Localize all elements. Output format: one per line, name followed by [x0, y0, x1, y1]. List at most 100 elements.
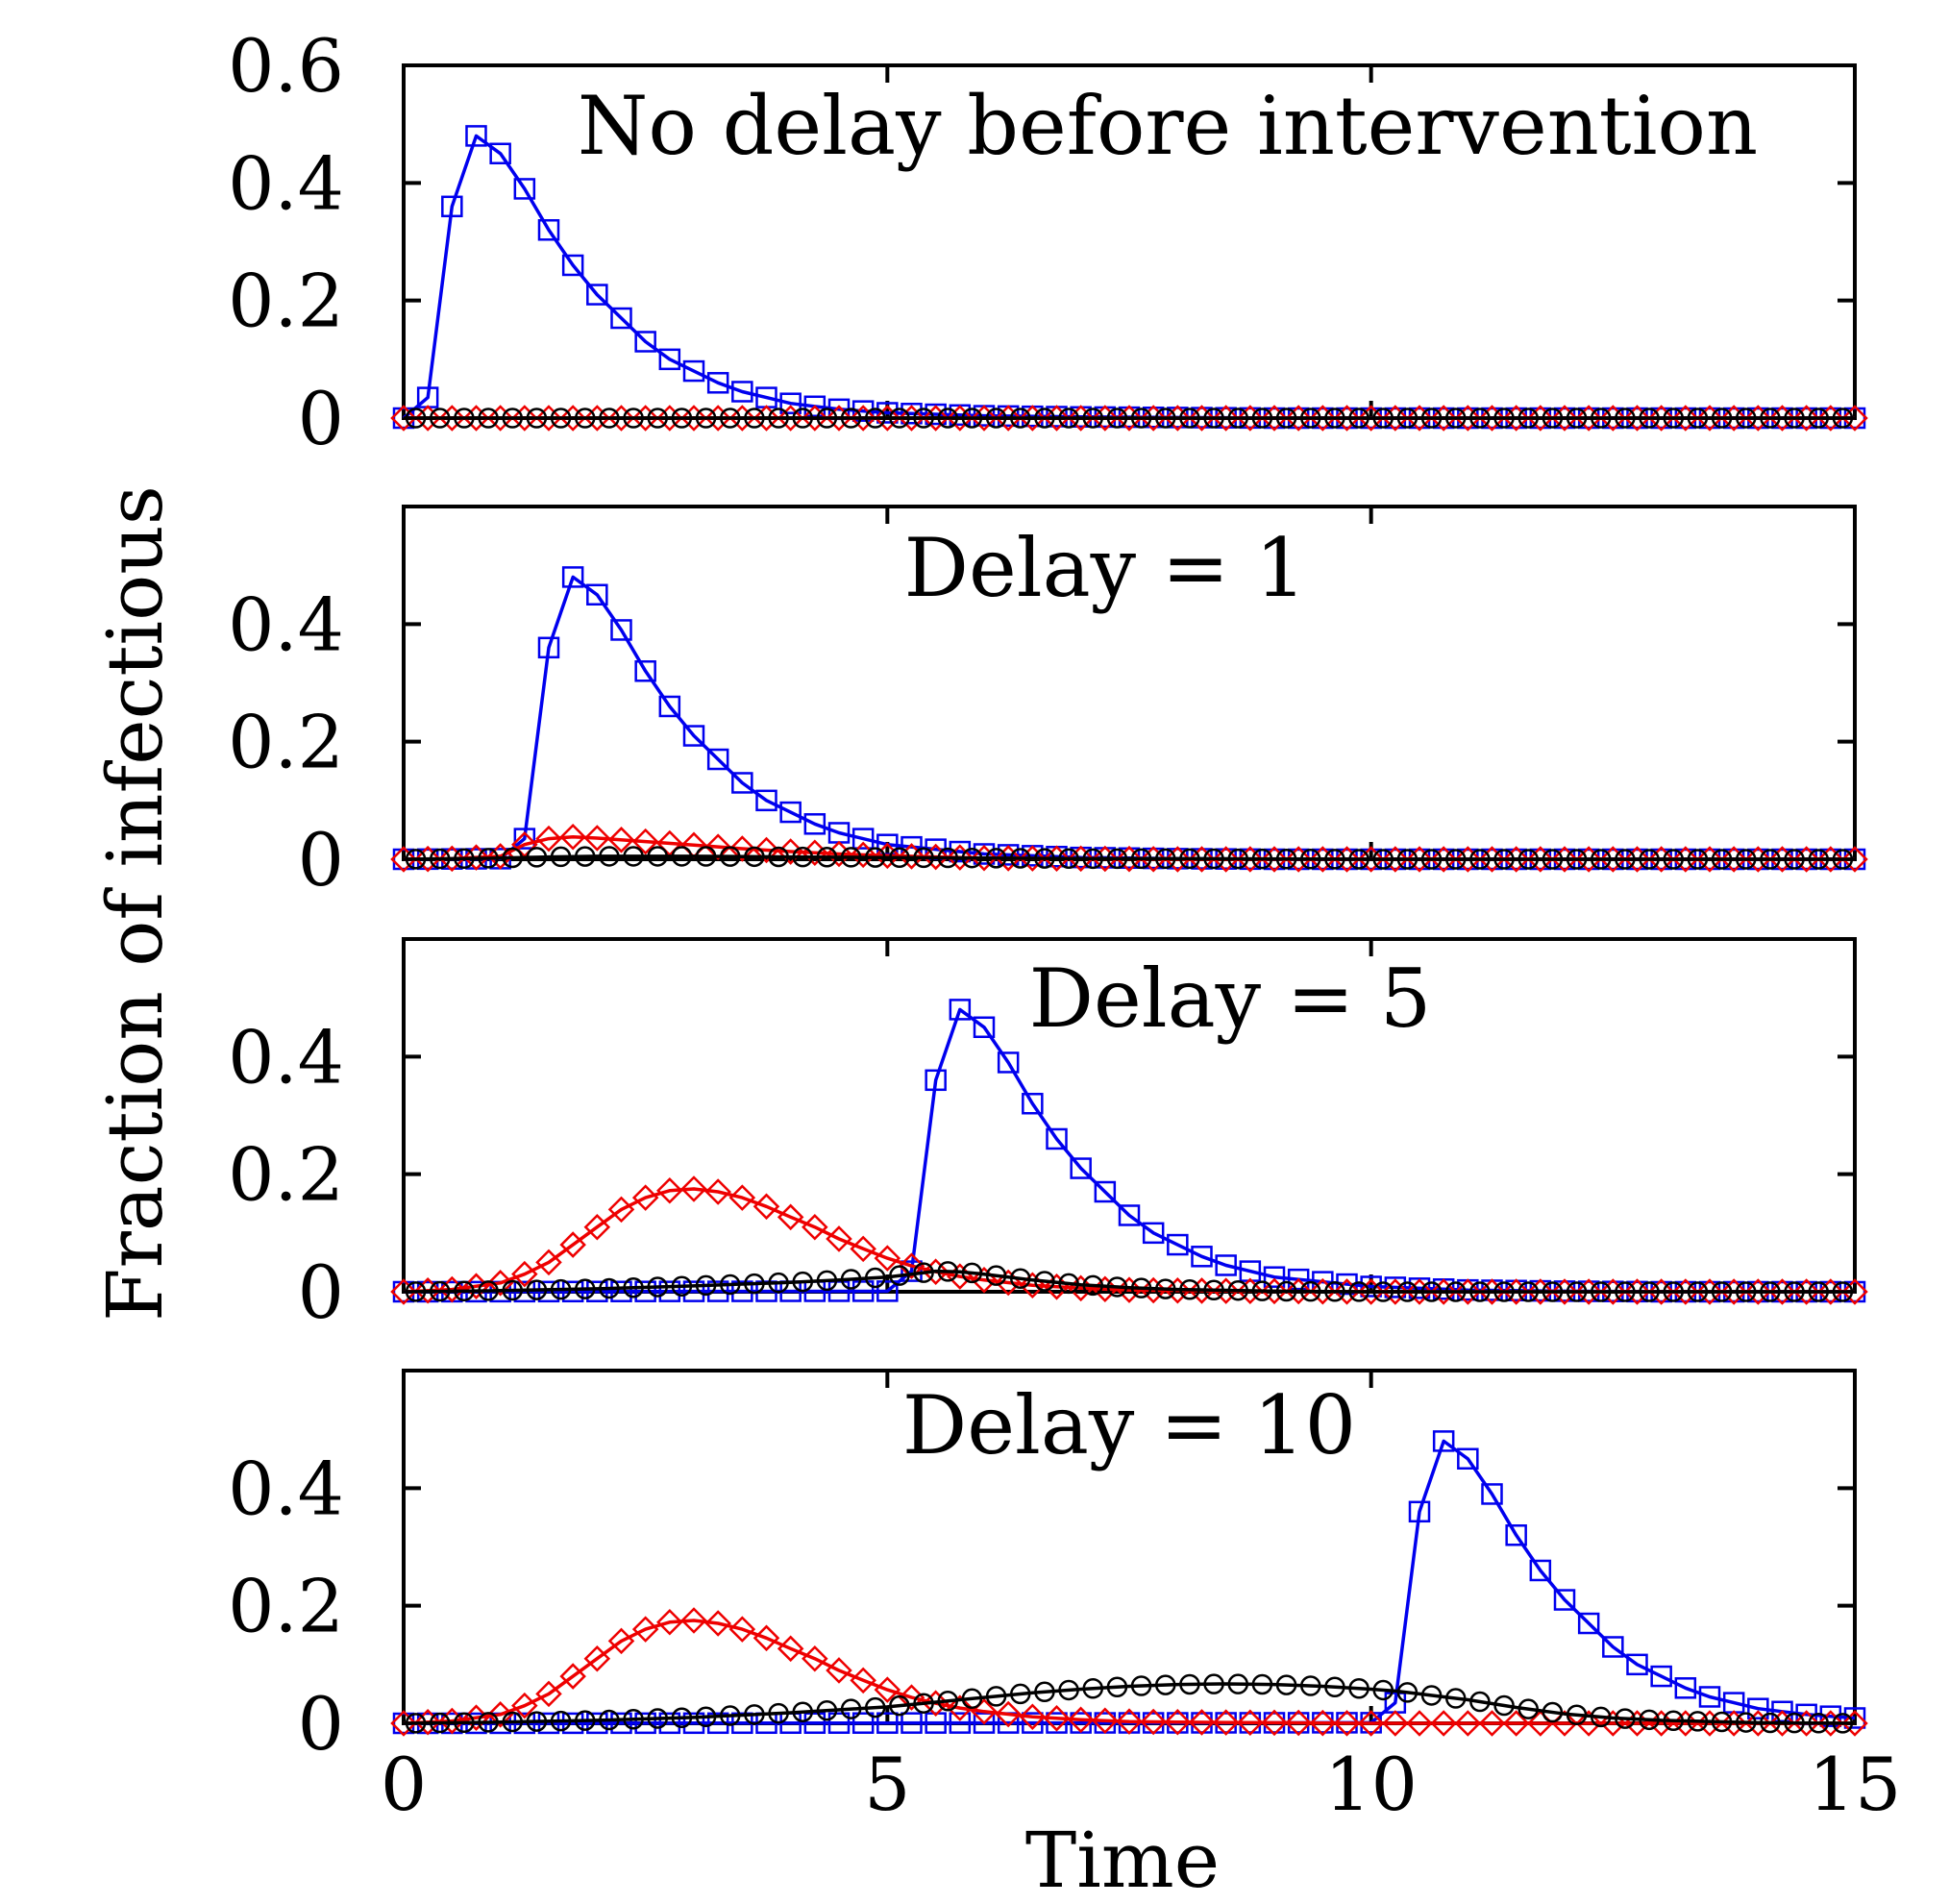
diamond-marker [535, 1680, 562, 1708]
circle-marker [1469, 1691, 1491, 1713]
circle-marker [1445, 408, 1467, 429]
circle-marker [1711, 408, 1733, 429]
square-marker [658, 348, 681, 371]
square-marker [1046, 1712, 1068, 1734]
diamond-marker [511, 1692, 538, 1719]
diamond-marker [607, 1627, 635, 1655]
circle-marker [889, 1694, 910, 1717]
circle-marker [1227, 1673, 1248, 1694]
y-tick-label: 0.2 [228, 1564, 344, 1649]
square-marker [997, 1051, 1020, 1074]
diamond-series-line [403, 1619, 1855, 1725]
circle-marker [695, 408, 717, 429]
diamond-marker [1792, 1710, 1820, 1737]
circle-marker [913, 1693, 934, 1714]
circle-marker [1663, 849, 1684, 870]
circle-marker [1324, 1676, 1345, 1697]
circle-marker [961, 847, 983, 869]
circle-marker [1832, 1713, 1854, 1734]
circle-marker [1348, 408, 1369, 429]
diamond-marker [1696, 405, 1723, 432]
square-marker [706, 372, 729, 394]
diamond-marker [971, 405, 998, 432]
diamond-marker [752, 1624, 780, 1652]
circle-marker [1420, 1685, 1443, 1706]
diamond-marker [1188, 1277, 1216, 1304]
circle-marker [405, 1713, 427, 1734]
panel-3: 0 0.2 0.4 Delay = 5 [228, 937, 1868, 1335]
square-marker [900, 1712, 923, 1734]
circle-marker [1106, 1276, 1128, 1298]
diamond-marker [511, 1260, 538, 1288]
square-marker [1602, 1636, 1624, 1658]
circle-marker [1300, 849, 1321, 870]
circle-marker [1832, 408, 1854, 429]
diamond-marker [1720, 1710, 1747, 1737]
diamond-marker [583, 825, 611, 852]
diamond-marker [922, 1258, 950, 1285]
square-marker [1215, 1254, 1237, 1276]
y-tick-label: 0.4 [228, 1014, 344, 1100]
circle-marker [937, 408, 958, 429]
square-marker [1481, 1483, 1503, 1505]
diamond-marker [1599, 405, 1627, 432]
diamond-marker [947, 1694, 974, 1721]
diamond-marker [656, 405, 683, 432]
square-marker [610, 1280, 632, 1302]
diamond-marker [559, 1663, 586, 1690]
diamond-marker [1333, 1710, 1361, 1737]
diamond-marker [1575, 405, 1602, 432]
circle-marker [1784, 1281, 1805, 1302]
circle-marker [1372, 408, 1394, 429]
circle-series-line [403, 1682, 1856, 1725]
square-marker [706, 748, 729, 771]
square-marker [489, 142, 511, 164]
diamond-marker [1309, 405, 1337, 432]
circle-marker [1615, 1708, 1636, 1729]
square-marker [1287, 1268, 1310, 1291]
circle-marker [1639, 1709, 1660, 1731]
diamond-marker [1768, 1710, 1796, 1737]
y-tick-label: 0 [298, 817, 344, 903]
diamond-marker [898, 1684, 925, 1711]
diamond-marker [826, 1657, 852, 1684]
panels: 00.20.40.6No delay before intervention00… [228, 23, 1901, 1827]
diamond-marker [1817, 846, 1844, 873]
y-tick-label: 0.2 [228, 700, 344, 785]
panel-annotation: No delay before intervention [578, 79, 1758, 173]
circle-marker [1324, 1281, 1345, 1302]
square-marker [658, 695, 681, 718]
circle-marker [1082, 1678, 1103, 1699]
circle-marker [1130, 848, 1152, 870]
diamond-marker [1647, 1278, 1675, 1305]
circle-marker [1493, 1694, 1515, 1717]
y-tick-label: 0 [298, 1249, 344, 1335]
circle-marker [405, 408, 427, 429]
diamond-marker [874, 405, 901, 432]
diamond-marker [1188, 1709, 1216, 1736]
square-marker [682, 1712, 705, 1735]
diamond-marker [752, 405, 780, 432]
circle-marker [1251, 1673, 1273, 1695]
diamond-marker [1285, 1277, 1312, 1305]
circle-marker [1155, 1674, 1176, 1695]
diamond-marker [728, 405, 756, 432]
diamond-marker [1502, 405, 1530, 432]
diamond-marker [1406, 405, 1433, 432]
circle-marker [695, 1706, 717, 1728]
diamond-marker [1720, 1278, 1747, 1305]
circle-marker [550, 1710, 572, 1732]
diamond-marker [1357, 1710, 1385, 1737]
circle-marker [1639, 1281, 1660, 1302]
circle-marker [1808, 849, 1829, 870]
circle-marker [1493, 849, 1515, 870]
diamond-marker [607, 1196, 635, 1224]
diamond-marker [1116, 1708, 1143, 1735]
diamond-marker [1744, 1710, 1772, 1737]
diamond-marker [1237, 1709, 1264, 1737]
circle-marker [1542, 1281, 1564, 1302]
circle-marker [1034, 848, 1055, 869]
circle-marker [1542, 849, 1564, 870]
square-marker [682, 725, 705, 747]
circle-marker [1736, 1281, 1757, 1302]
